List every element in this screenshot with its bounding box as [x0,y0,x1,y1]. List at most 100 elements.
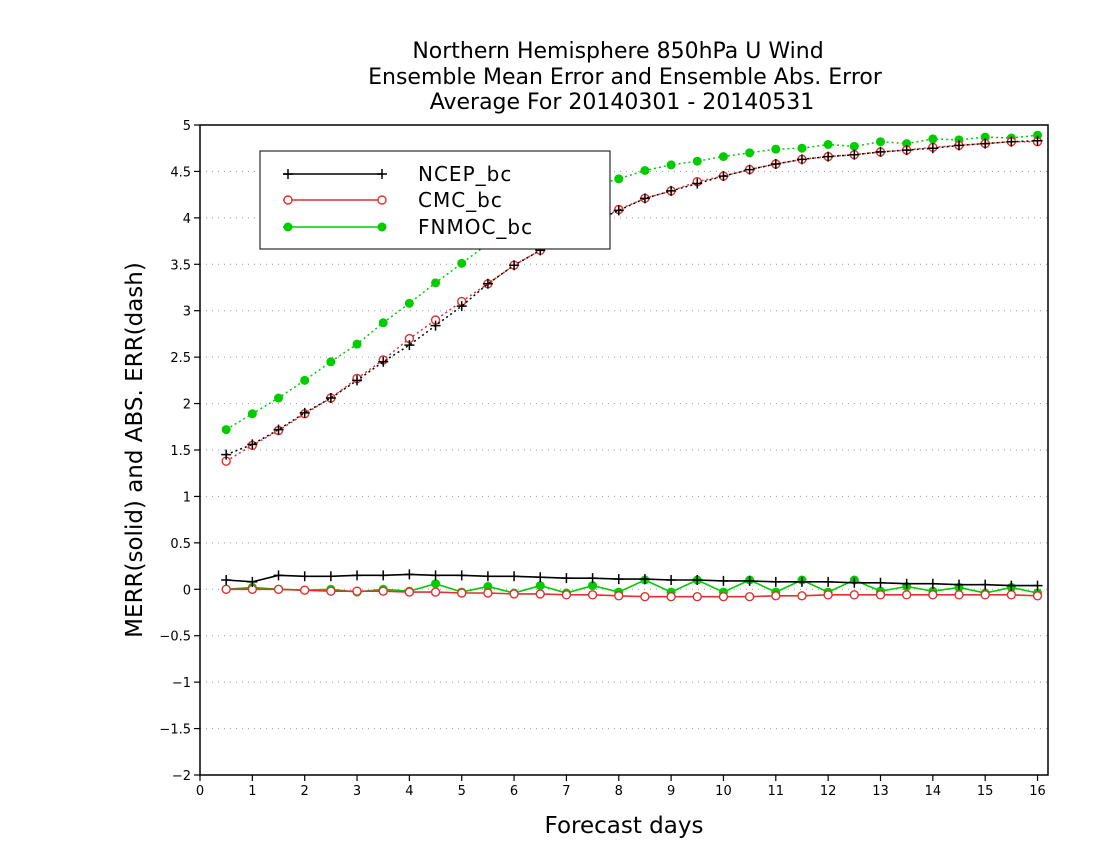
merr-point [901,590,912,600]
merr-point [744,575,755,586]
merr-point [587,590,598,600]
legend-label: NCEP_bc [418,162,512,186]
x-tick-label: 8 [615,784,623,799]
abs-err-point [326,357,336,367]
x-tick-label: 3 [353,784,361,799]
merr-point [744,592,755,602]
merr-point [613,574,624,585]
merr-point [901,578,912,589]
legend-marker [377,222,387,232]
abs-err-point [928,134,938,144]
x-tick-label: 15 [977,784,994,799]
merr-point [666,592,676,602]
abs-err-point [247,439,258,450]
abs-err-point [274,393,284,403]
x-tick-label: 13 [872,784,889,799]
y-tick-label: 0.5 [170,537,191,552]
legend-marker [283,169,293,179]
merr-point [980,590,990,600]
abs-err-point [744,164,755,175]
merr-point [954,579,965,590]
merr-point [770,576,781,587]
merr-point [639,574,650,585]
legend-entry-ncep-bc: NCEP_bc [283,162,512,186]
abs-err-point [954,140,965,151]
abs-err-point [796,154,807,165]
x-tick-label: 16 [1029,784,1046,799]
merr-point [509,571,520,582]
merr-point [692,592,702,602]
title-line-1: Northern Hemisphere 850hPa U Wind [412,39,823,64]
merr-point [483,588,493,598]
merr-point [535,572,546,583]
y-tick-label: 0 [183,583,191,598]
y-tick-label: 4 [183,212,191,227]
merr-point [482,571,493,582]
merr-point [273,570,284,581]
merr-point [718,575,729,586]
abs-err-point [927,143,938,154]
legend-marker [377,195,387,205]
merr-point [299,571,310,582]
merr-point [954,590,964,600]
y-tick-label: 2.5 [170,351,191,366]
abs-err-point [378,356,389,367]
merr-point [456,570,467,581]
legend-marker [377,169,387,179]
merr-point [1006,590,1017,600]
merr-point [404,569,415,580]
merr-point [299,585,310,595]
title-line-2: Ensemble Mean Error and Ensemble Abs. Er… [368,65,883,90]
legend-entry-fnmoc-bc: FNMOC_bc [283,215,532,239]
abs-err-point [640,166,650,175]
y-tick-label: 3 [183,305,191,320]
merr-point [561,590,572,600]
merr-point [692,575,703,585]
x-axis: 0 1 2 3 4 5 6 7 8 9 10 11 12 13 14 15 16 [196,775,1046,799]
y-tick-label: −2 [172,769,191,784]
abs-err-point [221,425,231,435]
abs-err-point [875,137,885,147]
merr-point [378,586,388,596]
y-tick-label: 3.5 [170,258,191,273]
x-tick-label: 12 [820,784,837,799]
merr-point [404,587,415,597]
merr-point [587,573,598,584]
abs-err-point [770,159,781,169]
x-tick-label: 4 [405,784,413,799]
y-tick-label: 1.5 [170,444,191,459]
abs-err-point [509,260,520,271]
abs-err-point [1032,135,1043,146]
abs-err-line [225,140,1038,462]
merr-point [535,589,545,599]
x-tick-label: 5 [458,784,466,799]
abs-err-point [378,318,388,328]
abs-err-point [352,339,362,349]
abs-err-point [692,178,703,189]
y-tick-label: 2 [183,398,191,413]
legend-label: CMC_bc [418,188,503,212]
legend-marker [283,222,293,232]
plot-series [221,130,1043,602]
x-axis-label: Forecast days [545,813,704,839]
merr-point [352,586,362,596]
y-tick-label: 5 [183,119,191,134]
x-tick-label: 1 [248,784,256,799]
merr-point [221,584,231,594]
merr-point [430,570,441,581]
abs-err-point [849,149,860,160]
abs-err-point [614,174,624,184]
abs-err-point [1033,130,1043,140]
merr-point [849,577,860,588]
merr-point [561,573,572,584]
gridlines [200,170,1048,730]
merr-point [535,581,545,591]
abs-err-point [325,393,336,403]
x-tick-label: 14 [925,784,942,799]
merr-point [927,578,938,589]
abs-err-point [1006,136,1017,147]
x-tick-label: 11 [768,784,785,799]
abs-err-point [666,160,676,170]
